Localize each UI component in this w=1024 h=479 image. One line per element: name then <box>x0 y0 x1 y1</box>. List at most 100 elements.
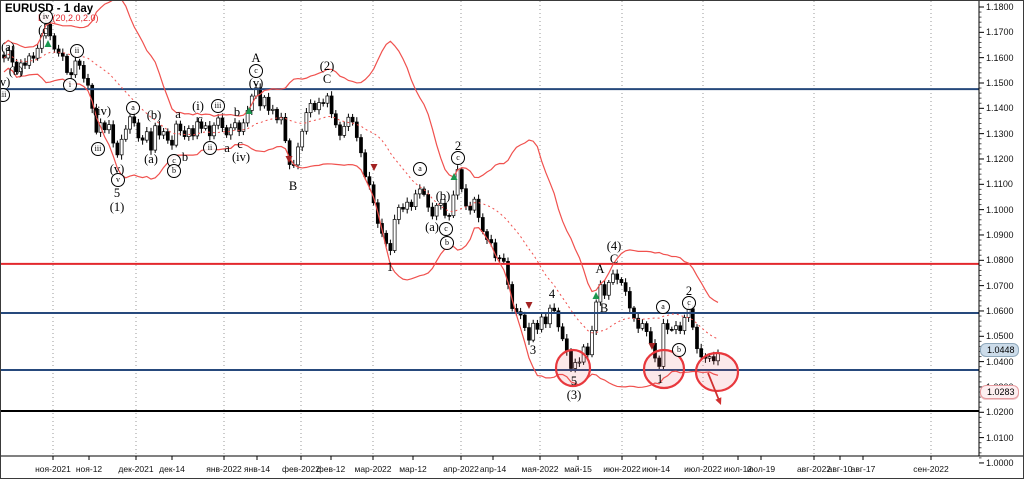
price-axis-label: 1.1800 <box>986 2 1014 12</box>
candle-body <box>359 137 363 154</box>
time-axis-label: дек-14 <box>159 464 185 474</box>
wave-label-circled: i <box>63 78 77 92</box>
time-axis-label: мая-2022 <box>521 464 559 474</box>
wave-label-circled: iv <box>39 10 53 24</box>
price-axis-label: 1.0500 <box>986 331 1014 342</box>
candle-body <box>430 206 435 217</box>
candle-body <box>594 301 599 331</box>
bollinger-upper-band <box>3 1 719 303</box>
candle-body <box>14 61 19 72</box>
candle-body <box>501 257 506 262</box>
price-axis-label: 1.1200 <box>986 153 1014 164</box>
candle-body <box>623 282 628 292</box>
wave-label-circled: b <box>672 343 686 357</box>
candle-body <box>573 362 578 369</box>
candle-body <box>111 124 116 144</box>
time-axis-label: янв-14 <box>243 464 271 474</box>
bollinger-middle-band <box>3 51 719 340</box>
chart-title: EURUSD - 1 day <box>5 3 94 15</box>
wave-label: b <box>233 104 241 119</box>
wave-label: (4) <box>606 238 622 253</box>
candle-body <box>149 131 153 151</box>
candle-body <box>535 322 540 330</box>
candle-body <box>657 357 662 367</box>
wave-label-circled: iii <box>91 142 105 156</box>
wave-label: (a) <box>144 151 158 166</box>
candle-body <box>510 284 515 309</box>
candle-body <box>363 152 368 178</box>
candle-body <box>543 316 548 325</box>
projection-arrow-shaft <box>707 372 721 402</box>
candle-body <box>18 62 23 72</box>
candlestick-series <box>2 19 720 373</box>
down-arrow-marker <box>525 302 533 309</box>
wave-label: 1 <box>656 371 664 386</box>
wave-label: 4 <box>548 286 556 301</box>
candle-body <box>611 273 615 283</box>
candle-body <box>270 108 275 111</box>
candle-body <box>224 127 229 136</box>
wave-label-circled: a <box>126 101 140 115</box>
candle-body <box>711 356 716 362</box>
candle-body <box>707 356 712 359</box>
time-axis-label: июл-19 <box>746 464 776 474</box>
wave-label: (1) <box>109 199 125 214</box>
wave-label-circled: c <box>439 222 453 236</box>
candle-body <box>401 206 405 210</box>
candle-body <box>350 116 355 123</box>
candle-body <box>346 116 351 127</box>
wave-label: (iv) <box>92 103 112 118</box>
wave-label: B <box>288 178 298 193</box>
wave-label: 3 <box>529 342 537 357</box>
candle-body <box>304 112 309 132</box>
wave-label: (b) <box>146 107 162 122</box>
wave-label: C <box>609 251 619 266</box>
candle-body <box>522 314 527 328</box>
candle-body <box>682 317 687 331</box>
bollinger-indicator-label: BB (20,2.0,2.0) <box>38 13 99 23</box>
candle-body <box>258 87 263 107</box>
down-arrow-marker <box>370 164 378 171</box>
candle-body <box>560 326 565 340</box>
price-axis-label: 1.0600 <box>986 305 1014 316</box>
candle-body <box>447 215 452 217</box>
candle-body <box>178 123 183 132</box>
candle-body <box>606 282 611 296</box>
wave-label: (iv) <box>231 149 251 164</box>
projection-arrow-head <box>715 397 722 405</box>
candle-body <box>199 121 204 129</box>
price-axis-label: 1.1100 <box>986 179 1013 190</box>
candle-body <box>56 48 61 54</box>
wave-label: (b) <box>435 188 451 203</box>
candle-body <box>31 55 36 59</box>
candle-body <box>140 137 145 141</box>
candle-body <box>422 188 426 195</box>
candle-body <box>354 121 359 138</box>
candle-body <box>564 338 569 352</box>
candle-body <box>602 284 607 296</box>
candle-body <box>489 239 494 244</box>
candle-body <box>86 78 90 86</box>
candle-body <box>619 279 624 283</box>
wave-label: (2) <box>319 58 335 73</box>
candle-body <box>338 124 342 136</box>
wave-label: c <box>197 111 203 126</box>
price-axis-label: 1.0200 <box>986 407 1014 418</box>
wave-label-circled: b <box>167 164 181 178</box>
candle-body <box>648 331 653 344</box>
candle-body <box>459 169 464 190</box>
time-axis[interactable] <box>1 456 1023 478</box>
up-arrow-marker <box>450 173 458 180</box>
candle-body <box>102 122 107 131</box>
annotation-layer <box>44 40 740 405</box>
candle-body <box>665 323 670 330</box>
candle-body <box>464 188 468 207</box>
candle-body <box>585 346 590 356</box>
wave-label-circled: ii <box>70 44 84 58</box>
candle-body <box>640 323 645 329</box>
wave-label: c <box>237 136 243 151</box>
candle-body <box>325 95 330 104</box>
candle-body <box>153 125 158 151</box>
time-axis-label: апр-2022 <box>443 464 479 474</box>
